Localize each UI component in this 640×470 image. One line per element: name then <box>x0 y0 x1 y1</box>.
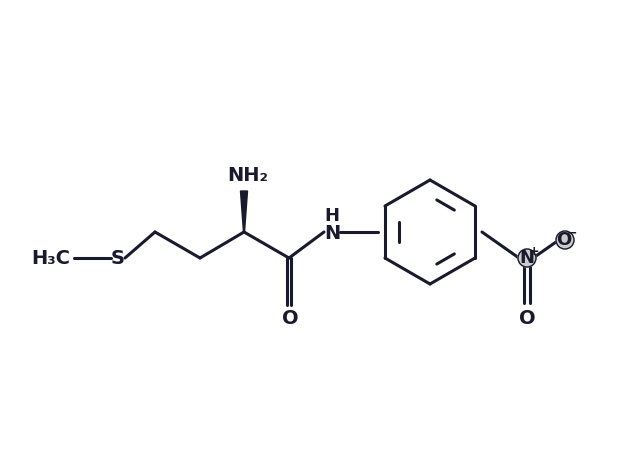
Text: H: H <box>324 207 339 225</box>
Polygon shape <box>241 191 248 232</box>
Text: −: − <box>567 227 577 240</box>
Circle shape <box>518 249 536 267</box>
Text: O: O <box>556 231 572 249</box>
Text: +: + <box>529 244 540 258</box>
Text: N: N <box>520 249 534 267</box>
Text: N: N <box>324 224 340 243</box>
Text: NH₂: NH₂ <box>227 165 269 185</box>
Text: O: O <box>282 310 298 329</box>
Circle shape <box>556 231 574 249</box>
Text: O: O <box>518 310 535 329</box>
Text: S: S <box>111 249 125 267</box>
Text: H₃C: H₃C <box>31 249 70 267</box>
